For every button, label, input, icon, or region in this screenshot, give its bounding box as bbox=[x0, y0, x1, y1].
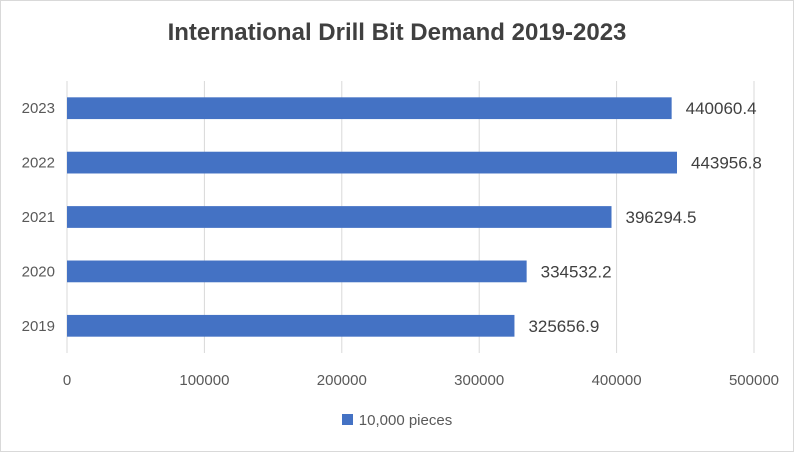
legend-swatch bbox=[341, 413, 353, 425]
bars bbox=[67, 97, 677, 337]
chart-title: International Drill Bit Demand 2019-2023 bbox=[167, 19, 627, 46]
data-label: 396294.5 bbox=[626, 208, 697, 227]
legend: 10,000 pieces bbox=[1, 412, 793, 429]
data-labels: 440060.4 443956.8 396294.5 334532.2 325656.9 bbox=[528, 99, 761, 336]
y-category-label: 2020 bbox=[22, 263, 55, 280]
data-label: 443956.8 bbox=[691, 154, 762, 173]
x-tick-label: 0 bbox=[63, 372, 71, 389]
x-tick-label: 200000 bbox=[317, 372, 367, 389]
category-axis-labels: 2023 2022 2021 2020 2019 bbox=[22, 100, 55, 335]
x-tick-label: 100000 bbox=[179, 372, 229, 389]
value-axis-labels: 0 100000 200000 300000 400000 500000 bbox=[63, 372, 779, 389]
bar bbox=[67, 314, 515, 337]
y-category-label: 2021 bbox=[22, 209, 55, 226]
y-category-label: 2023 bbox=[22, 100, 55, 117]
bar bbox=[67, 97, 672, 120]
bar bbox=[67, 206, 612, 228]
x-tick-label: 400000 bbox=[592, 372, 642, 389]
bar bbox=[67, 260, 527, 283]
x-tick-label: 500000 bbox=[729, 372, 779, 389]
data-label: 440060.4 bbox=[686, 99, 757, 118]
x-tick-label: 300000 bbox=[454, 372, 504, 389]
legend-entry: 10,000 pieces bbox=[358, 412, 453, 429]
y-category-label: 2022 bbox=[22, 155, 55, 172]
bar bbox=[67, 151, 677, 174]
data-label: 334532.2 bbox=[541, 262, 612, 281]
y-category-label: 2019 bbox=[22, 318, 55, 335]
data-label: 325656.9 bbox=[528, 317, 599, 336]
